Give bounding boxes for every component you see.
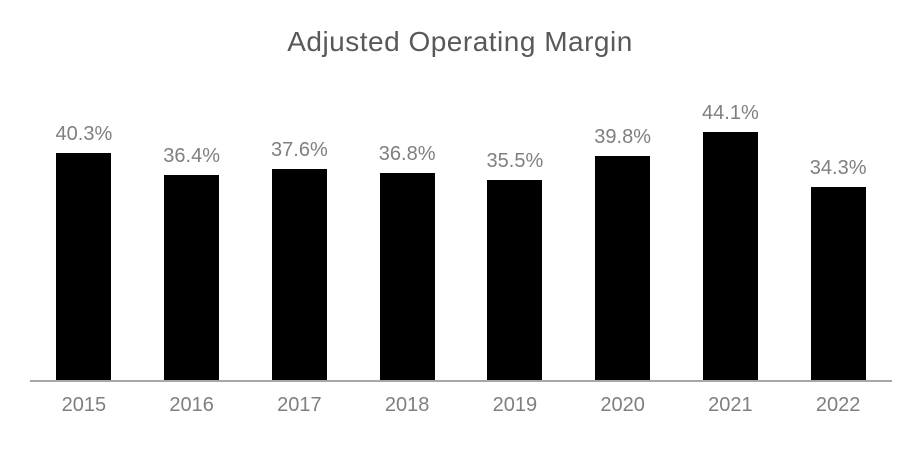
bar-value-label: 34.3% [809,157,867,180]
plot-area: 40.3% 36.4% 37.6% 36.8% 35.5% 39.8% 44.1% 34.3% [30,0,892,380]
x-axis-line [30,380,892,382]
bar-group: 40.3% [30,123,138,380]
bar-group: 39.8% [569,126,677,380]
bar-group: 36.4% [138,145,246,380]
bar-value-label: 44.1% [702,101,759,124]
x-axis-label: 2016 [169,394,214,416]
bar-value-label: 39.8% [594,126,651,149]
bar-group: 44.1% [677,102,785,380]
bar-value-label: 40.3% [55,123,113,146]
bar [487,180,543,380]
bar-value-label: 36.4% [163,145,220,168]
bar [164,175,220,380]
x-axis-label: 2019 [492,394,538,416]
bar-value-label: 36.8% [378,143,436,165]
bar-group: 35.5% [461,150,569,380]
bar [379,173,435,380]
bar [595,156,651,380]
bar-value-label: 37.6% [271,138,328,161]
bar-value-label: 35.5% [486,150,544,173]
bar-group: 37.6% [246,138,354,380]
bar [810,187,866,380]
chart-title: Adjusted Operating Margin [287,26,633,57]
bar-group: 36.8% [353,143,461,380]
x-axis-label: 2021 [708,394,753,416]
x-axis-label: 2022 [815,394,861,416]
bar [271,168,327,380]
x-axis-label: 2020 [600,394,645,416]
x-axis-label: 2017 [277,394,322,416]
bar [702,131,758,380]
x-axis-labels: 2015 2016 2017 2018 2019 2020 2021 2022 [30,394,892,417]
x-axis-label: 2018 [384,394,430,416]
bar-group: 34.3% [784,157,892,380]
x-axis-label: 2015 [61,394,107,416]
bar [56,153,112,380]
